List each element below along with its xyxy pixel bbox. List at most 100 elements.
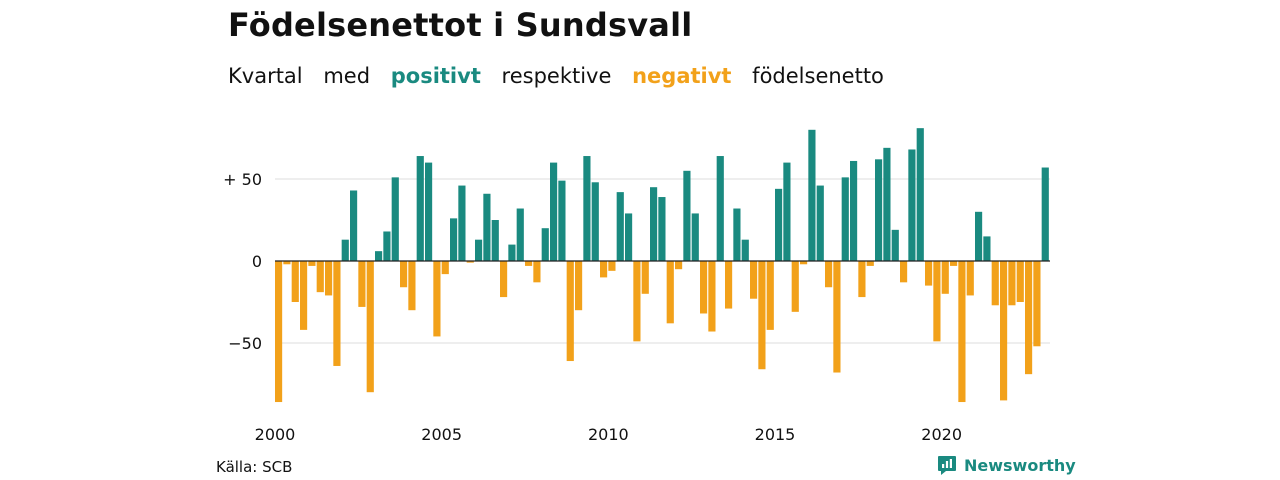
bar-negative bbox=[641, 261, 649, 294]
bar-positive bbox=[716, 156, 724, 261]
x-tick-label: 2015 bbox=[755, 425, 796, 444]
bar-positive bbox=[483, 193, 491, 261]
bar-negative bbox=[958, 261, 966, 403]
bar-negative bbox=[1025, 261, 1033, 375]
bar-negative bbox=[575, 261, 583, 311]
x-tick-label: 2000 bbox=[255, 425, 296, 444]
x-tick-label: 2020 bbox=[921, 425, 962, 444]
bar-positive bbox=[450, 218, 458, 261]
subtitle-word: Kvartal bbox=[228, 64, 303, 88]
bar-positive bbox=[891, 229, 899, 261]
bar-negative bbox=[333, 261, 341, 366]
x-tick-label: 2005 bbox=[421, 425, 462, 444]
bar-negative bbox=[275, 261, 283, 403]
bar-positive bbox=[841, 177, 849, 261]
subtitle-word: födelsenetto bbox=[752, 64, 884, 88]
bar-negative bbox=[366, 261, 374, 393]
bar-negative bbox=[566, 261, 574, 362]
bar-positive bbox=[975, 211, 983, 261]
bar-negative bbox=[925, 261, 933, 286]
bar-negative bbox=[300, 261, 308, 330]
bar-negative bbox=[1008, 261, 1016, 306]
bar-negative bbox=[525, 261, 533, 266]
bar-positive bbox=[591, 182, 599, 261]
bar-negative bbox=[1033, 261, 1041, 347]
bar-negative bbox=[866, 261, 874, 266]
brand-name: Newsworthy bbox=[964, 455, 1076, 475]
bar-negative bbox=[933, 261, 941, 342]
bar-negative bbox=[941, 261, 949, 294]
bar-positive bbox=[733, 208, 741, 261]
bar-negative bbox=[950, 261, 958, 266]
subtitle-positive-label: positivt bbox=[390, 64, 481, 88]
bar-positive bbox=[550, 162, 558, 261]
x-tick-label: 2010 bbox=[588, 425, 629, 444]
bar-negative bbox=[725, 261, 733, 309]
bar-negative bbox=[1000, 261, 1008, 401]
bar-negative bbox=[325, 261, 333, 296]
bar-positive bbox=[541, 228, 549, 261]
bar-negative bbox=[291, 261, 299, 302]
bar-negative bbox=[675, 261, 683, 270]
bar-negative bbox=[700, 261, 708, 314]
bar-positive bbox=[416, 156, 424, 261]
bar-positive bbox=[658, 197, 666, 261]
bar-positive bbox=[516, 208, 524, 261]
bar-negative bbox=[408, 261, 416, 311]
bar-negative bbox=[791, 261, 799, 312]
bar-negative bbox=[433, 261, 441, 337]
brand-logo: Newsworthy bbox=[937, 455, 1076, 475]
bar-positive bbox=[491, 220, 499, 261]
bar-negative bbox=[500, 261, 508, 298]
bar-positive bbox=[425, 162, 433, 261]
bar-positive bbox=[341, 239, 349, 261]
bar-positive bbox=[908, 149, 916, 261]
bar-negative bbox=[966, 261, 974, 296]
bar-positive bbox=[558, 180, 566, 261]
bar-negative bbox=[800, 261, 808, 265]
bar-negative bbox=[600, 261, 608, 278]
bar-negative bbox=[358, 261, 366, 307]
bar-positive bbox=[508, 244, 516, 261]
bar-negative bbox=[766, 261, 774, 330]
bar-negative bbox=[708, 261, 716, 332]
bar-negative bbox=[316, 261, 324, 293]
bar-positive bbox=[983, 236, 991, 261]
bar-negative bbox=[633, 261, 641, 342]
bar-positive bbox=[375, 251, 383, 261]
y-tick-label: 0 bbox=[252, 252, 262, 271]
bar-negative bbox=[283, 261, 291, 265]
newsworthy-logo-icon bbox=[938, 456, 956, 475]
bar-negative bbox=[533, 261, 541, 283]
bar-positive bbox=[683, 170, 691, 261]
axis-layer: + 50 0 −50 2000 2005 2010 2015 2020 bbox=[223, 170, 1050, 444]
bar-positive bbox=[775, 188, 783, 261]
subtitle-word: respektive bbox=[501, 64, 612, 88]
bar-positive bbox=[458, 185, 466, 261]
bar-negative bbox=[858, 261, 866, 298]
bar-positive bbox=[883, 147, 891, 261]
bar-positive bbox=[816, 185, 824, 261]
chart-subtitle: Kvartal med positivt respektive negativt… bbox=[228, 64, 898, 88]
bar-positive bbox=[783, 162, 791, 261]
subtitle-negative-label: negativt bbox=[632, 64, 732, 88]
source-note: Källa: SCB bbox=[216, 458, 293, 476]
bar-negative bbox=[441, 261, 449, 275]
bar-positive bbox=[475, 239, 483, 261]
bar-negative bbox=[666, 261, 674, 324]
bar-positive bbox=[808, 129, 816, 261]
bar-negative bbox=[825, 261, 833, 288]
bar-positive bbox=[916, 128, 924, 261]
bar-negative bbox=[833, 261, 841, 373]
bar-layer bbox=[275, 128, 1049, 403]
bar-positive bbox=[850, 160, 858, 261]
bar-negative bbox=[1016, 261, 1024, 302]
bar-positive bbox=[350, 190, 358, 261]
subtitle-word: med bbox=[323, 64, 371, 88]
bar-positive bbox=[625, 213, 633, 261]
bar-positive bbox=[1041, 167, 1049, 261]
bar-positive bbox=[741, 239, 749, 261]
bar-positive bbox=[383, 231, 391, 261]
bar-positive bbox=[691, 213, 699, 261]
bar-positive bbox=[616, 192, 624, 261]
